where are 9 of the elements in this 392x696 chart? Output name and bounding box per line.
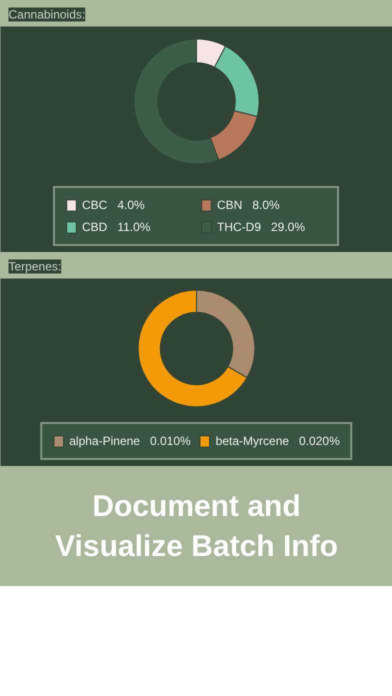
legend-label: alpha-Pinene 0.010% bbox=[69, 434, 191, 448]
chart-title: Cannabinoids: bbox=[8, 8, 86, 22]
legend-label: CBD 11.0% bbox=[82, 220, 152, 234]
legend-label: CBN 8.0% bbox=[217, 198, 281, 212]
legend-label: CBC 4.0% bbox=[82, 198, 146, 212]
legend-label: THC-D9 29.0% bbox=[217, 220, 306, 234]
legend-label: beta-Myrcene 0.020% bbox=[216, 434, 340, 448]
chart-title: Terpenes: bbox=[8, 260, 62, 274]
text: Document and Visualize Batch Info bbox=[55, 490, 338, 563]
